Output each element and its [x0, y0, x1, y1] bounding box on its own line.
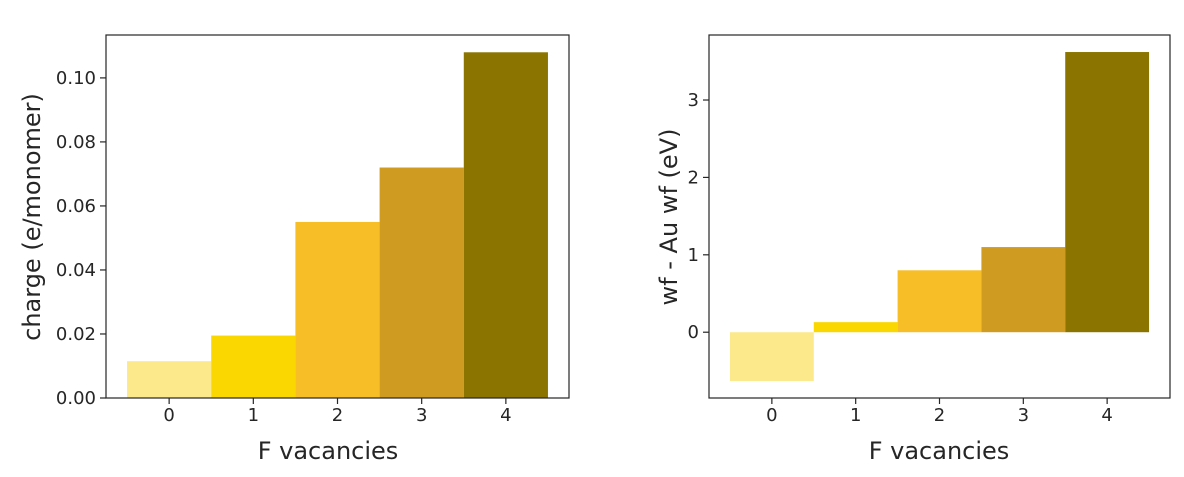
x-tick-label: 3 [416, 405, 427, 426]
y-tick-label: 0.10 [56, 68, 96, 89]
y-axis-label: charge (e/monomer) [18, 93, 46, 341]
x-tick-label: 4 [1101, 405, 1112, 426]
y-tick-label: 3 [688, 90, 699, 111]
y-tick-label: 0.06 [56, 196, 96, 217]
plot-frame [708, 34, 1171, 399]
bar-3 [379, 167, 464, 398]
y-tick-label: 0.04 [56, 260, 96, 281]
x-axis-label: F vacancies [258, 437, 399, 465]
bar-2 [295, 221, 380, 398]
bar-0 [127, 361, 212, 398]
plot-frame [105, 34, 570, 399]
bar-4 [1065, 52, 1150, 333]
bar-1 [211, 335, 296, 398]
bar-4 [463, 52, 548, 399]
x-tick-label: 4 [500, 405, 511, 426]
y-tick-label: 1 [688, 245, 699, 266]
bar-1 [813, 322, 898, 333]
x-tick-label: 0 [163, 405, 174, 426]
y-tick-label: 0.00 [56, 388, 96, 409]
y-tick-label: 0 [688, 322, 699, 343]
x-tick-label: 1 [248, 405, 259, 426]
y-tick-label: 2 [688, 167, 699, 188]
x-tick-label: 0 [766, 405, 777, 426]
x-tick-label: 1 [850, 405, 861, 426]
y-tick-label: 0.02 [56, 324, 96, 345]
charge-chart: charge (e/monomer) F vacancies 0 1 2 3 4 0.00… [18, 34, 570, 465]
bar-2 [897, 270, 982, 333]
x-tick-label: 3 [1018, 405, 1029, 426]
bar-3 [981, 247, 1066, 333]
x-tick-label: 2 [332, 405, 343, 426]
x-tick-label: 2 [934, 405, 945, 426]
x-axis-label: F vacancies [869, 437, 1010, 465]
y-axis-label: wf - Au wf (eV) [655, 129, 683, 306]
work-function-chart: wf - Au wf (eV) F vacancies 0 1 2 3 4 0 1 2 3 [655, 34, 1171, 465]
y-tick-label: 0.08 [56, 132, 96, 153]
bar-0 [729, 332, 814, 381]
